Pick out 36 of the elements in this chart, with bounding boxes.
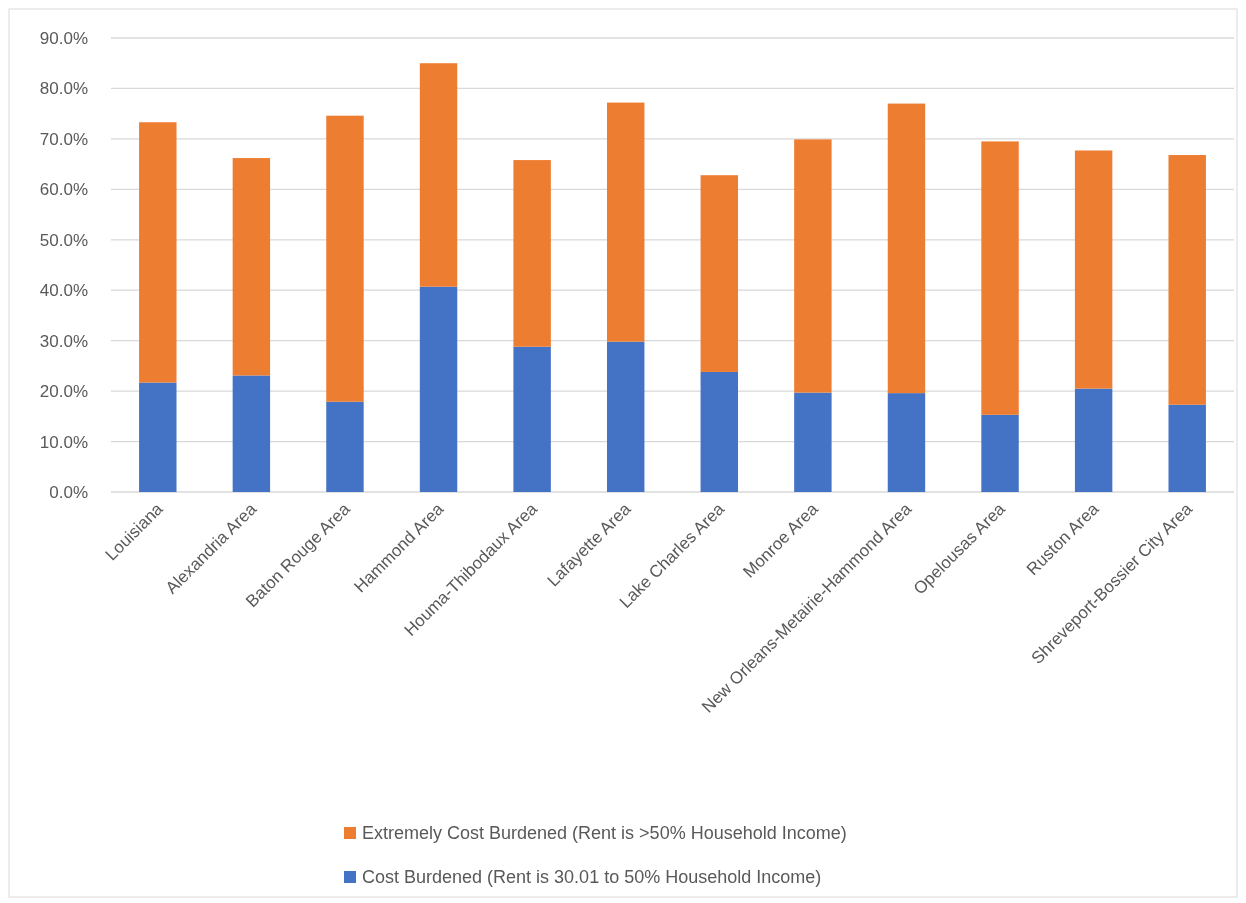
y-tick-label: 60.0% (39, 180, 88, 200)
bar (419, 286, 458, 492)
bar (887, 103, 926, 394)
bar (232, 375, 271, 492)
bar (700, 175, 739, 372)
bar (326, 401, 364, 492)
legend-label: Cost Burdened (Rent is 30.01 to 50% Household Income) (362, 867, 822, 888)
bar (606, 102, 645, 342)
bar (1074, 388, 1113, 492)
y-tick-label: 40.0% (39, 281, 88, 301)
bar (981, 414, 1019, 492)
bar (794, 392, 832, 492)
y-tick-label: 30.0% (39, 331, 88, 351)
bar (513, 160, 551, 347)
bar (139, 122, 177, 383)
bar (513, 346, 551, 492)
y-tick-label: 90.0% (39, 28, 88, 48)
bar (981, 141, 1019, 415)
bar (419, 63, 458, 287)
y-tick-label: 10.0% (39, 432, 88, 452)
bar (1074, 150, 1113, 389)
bar (1168, 155, 1206, 405)
bar (606, 341, 645, 492)
bar (794, 139, 832, 393)
y-tick-label: 80.0% (39, 79, 88, 99)
y-tick-label: 70.0% (39, 129, 88, 149)
bar (700, 371, 739, 492)
bar (887, 393, 926, 492)
y-tick-label: 50.0% (39, 230, 88, 250)
bar (139, 382, 177, 492)
bar (232, 158, 271, 376)
y-tick-label: 20.0% (39, 382, 88, 402)
legend-label: Extremely Cost Burdened (Rent is >50% Household Income) (362, 823, 847, 844)
y-tick-label: 0.0% (49, 482, 88, 502)
bar (326, 115, 364, 402)
bar (1168, 404, 1206, 492)
